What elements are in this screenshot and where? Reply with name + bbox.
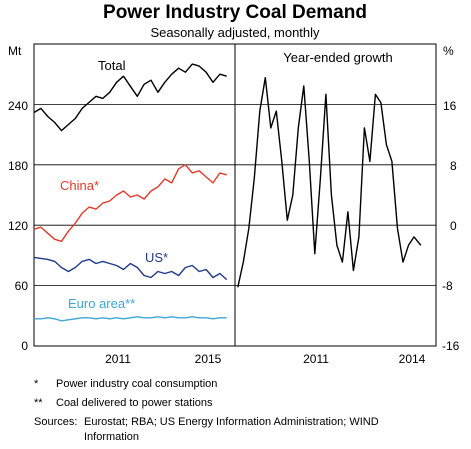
x-tick: 2011 bbox=[303, 352, 329, 366]
right-y-tick: 16 bbox=[443, 99, 457, 113]
right-y-tick: 0 bbox=[450, 219, 457, 233]
left-y-tick: 240 bbox=[8, 99, 28, 113]
right-unit-label: % bbox=[443, 44, 454, 58]
right-y-tick: -8 bbox=[442, 279, 453, 293]
series-label-euro: Euro area** bbox=[68, 296, 135, 311]
note-marker: ** bbox=[34, 397, 43, 409]
chart-title: Power Industry Coal Demand bbox=[103, 2, 367, 23]
x-tick: 2014 bbox=[399, 352, 426, 366]
right-y-tick: 8 bbox=[450, 159, 457, 173]
left-y-tick: 60 bbox=[15, 279, 29, 293]
right-panel-title: Year-ended growth bbox=[283, 50, 392, 65]
left-unit-label: Mt bbox=[8, 44, 22, 58]
grid-lines bbox=[34, 104, 436, 287]
right-y-axis: -16 -8 0 8 16 bbox=[442, 99, 460, 353]
series-label-us: US* bbox=[145, 250, 168, 265]
series-label-total: Total bbox=[98, 58, 126, 73]
series-line-0-1 bbox=[33, 164, 227, 243]
sources-text: Eurostat; RBA; US Energy Information Adm… bbox=[84, 416, 379, 428]
note-text: Coal delivered to power stations bbox=[56, 397, 213, 409]
series-line-0-0 bbox=[33, 63, 227, 132]
note-marker: * bbox=[34, 378, 39, 390]
left-y-tick: 180 bbox=[8, 159, 28, 173]
series-lines bbox=[33, 63, 422, 322]
chart-subtitle: Seasonally adjusted, monthly bbox=[150, 25, 320, 40]
series-line-0-3 bbox=[34, 316, 227, 322]
note-text: Power industry coal consumption bbox=[56, 378, 217, 390]
left-y-axis: 0 60 120 180 240 bbox=[8, 99, 28, 353]
series-line-0-2 bbox=[33, 256, 228, 281]
series-line-1-0 bbox=[237, 76, 422, 288]
series-label-china: China* bbox=[60, 178, 99, 193]
left-y-tick: 120 bbox=[8, 219, 28, 233]
x-tick: 2015 bbox=[195, 352, 222, 366]
x-tick: 2011 bbox=[105, 352, 131, 366]
sources-label: Sources: bbox=[34, 416, 77, 428]
x-axis: 2011 2015 2011 2014 bbox=[105, 352, 426, 366]
right-y-tick: -16 bbox=[442, 339, 460, 353]
sources-text: Information bbox=[84, 431, 139, 443]
left-y-tick: 0 bbox=[21, 339, 28, 353]
